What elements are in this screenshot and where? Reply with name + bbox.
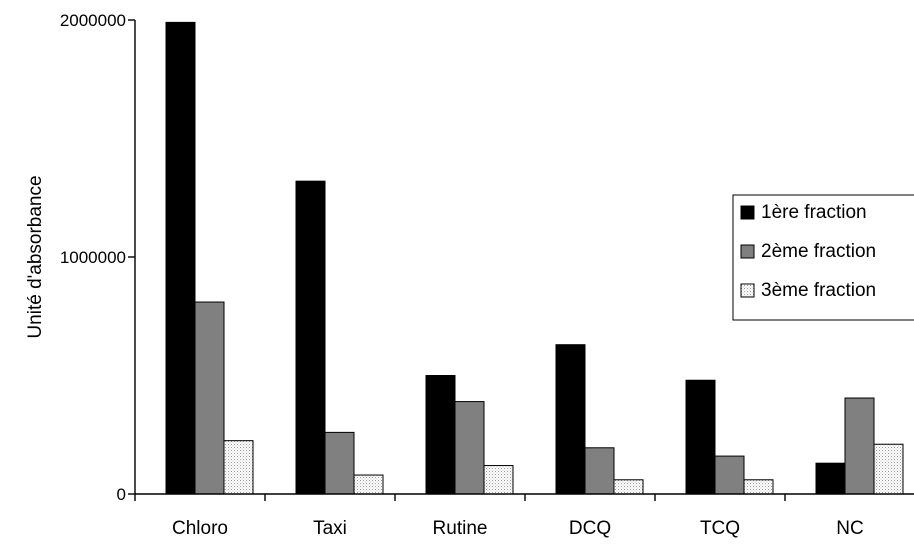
bar-chloro-series-2 [194, 301, 225, 495]
bar-taxi-series-3 [353, 474, 384, 495]
bar-tcq-series-1 [685, 379, 716, 495]
legend-label-2: 2ème fraction [761, 241, 876, 262]
bar-rutine-series-1 [425, 375, 456, 495]
y-tick-label: 0 [117, 485, 126, 504]
y-tick-label: 2000000 [60, 11, 126, 30]
x-tick-label-rutine: Rutine [433, 518, 488, 539]
bar-dcq-series-3 [613, 479, 644, 495]
bar-dcq-series-1 [555, 344, 586, 495]
bar-nc-series-3 [873, 443, 904, 495]
bar-chloro-series-1 [165, 21, 196, 495]
legend-swatch-1 [740, 205, 755, 220]
y-tick-label: 1000000 [60, 248, 126, 267]
bar-rutine-series-2 [454, 401, 485, 495]
x-tick-label-tcq: TCQ [700, 518, 740, 539]
bar-dcq-series-2 [584, 447, 615, 495]
x-tick-label-nc: NC [836, 518, 863, 539]
legend-label-3: 3ème fraction [761, 280, 876, 301]
labels-layer: Unité d'absorbance 0 1000000 2000000 Chloro… [25, 11, 864, 539]
bar-nc-series-1 [815, 462, 846, 495]
bar-taxi-series-1 [295, 180, 326, 495]
bar-rutine-series-3 [483, 465, 514, 495]
legend: 1ère fraction 2ème fraction 3ème fraction [732, 194, 914, 321]
legend-swatch-2 [740, 244, 755, 259]
y-axis-title: Unité d'absorbance [25, 175, 46, 338]
bar-chloro-series-3 [223, 440, 254, 495]
bar-tcq-series-2 [714, 455, 745, 495]
legend-label-1: 1ère fraction [761, 202, 867, 223]
bar-taxi-series-2 [324, 431, 355, 495]
legend-frame [732, 194, 914, 321]
x-tick-label-taxi: Taxi [313, 518, 347, 539]
x-tick-label-dcq: DCQ [569, 518, 611, 539]
bar-tcq-series-3 [743, 479, 774, 495]
ticks-layer [128, 19, 786, 501]
x-tick-label-chloro: Chloro [172, 518, 228, 539]
bars-layer [165, 21, 904, 495]
legend-swatch-3 [740, 283, 755, 298]
bar-nc-series-2 [844, 397, 875, 495]
